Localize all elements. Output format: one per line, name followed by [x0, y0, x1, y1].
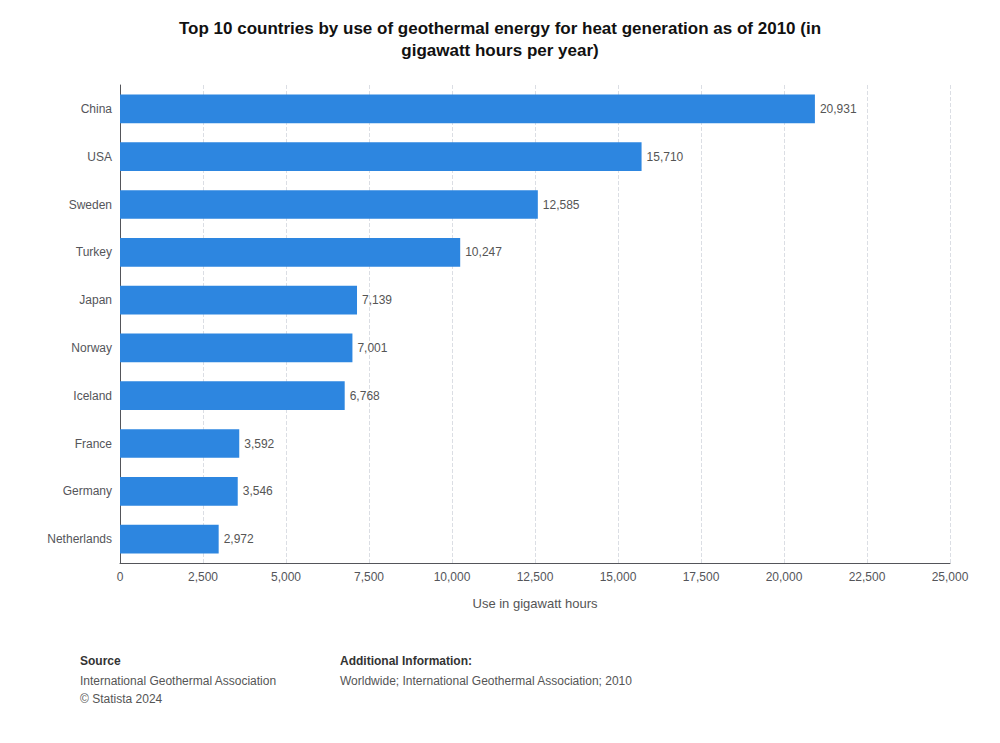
svg-text:7,500: 7,500 — [354, 570, 384, 584]
svg-text:10,000: 10,000 — [434, 570, 471, 584]
svg-text:12,585: 12,585 — [543, 198, 580, 212]
svg-text:USA: USA — [87, 150, 112, 164]
svg-text:International Geothermal Assoc: International Geothermal Association — [80, 674, 276, 688]
svg-text:12,500: 12,500 — [517, 570, 554, 584]
svg-text:France: France — [75, 437, 113, 451]
svg-text:Top 10 countries by use of geo: Top 10 countries by use of geothermal en… — [179, 19, 821, 38]
svg-text:Sweden: Sweden — [69, 198, 112, 212]
svg-text:Iceland: Iceland — [73, 389, 112, 403]
svg-text:10,247: 10,247 — [465, 245, 502, 259]
svg-text:22,500: 22,500 — [849, 570, 886, 584]
svg-text:0: 0 — [117, 570, 124, 584]
svg-text:3,592: 3,592 — [244, 437, 274, 451]
svg-text:Worldwide; International Geoth: Worldwide; International Geothermal Asso… — [340, 674, 632, 688]
svg-text:Germany: Germany — [63, 484, 112, 498]
svg-text:25,000: 25,000 — [932, 570, 969, 584]
svg-text:Norway: Norway — [71, 341, 112, 355]
svg-text:China: China — [81, 102, 113, 116]
svg-text:5,000: 5,000 — [271, 570, 301, 584]
svg-text:Source: Source — [80, 654, 121, 668]
svg-text:7,139: 7,139 — [362, 293, 392, 307]
svg-text:17,500: 17,500 — [683, 570, 720, 584]
svg-text:7,001: 7,001 — [357, 341, 387, 355]
svg-text:15,000: 15,000 — [600, 570, 637, 584]
svg-text:6,768: 6,768 — [350, 389, 380, 403]
svg-text:20,931: 20,931 — [820, 102, 857, 116]
svg-text:Additional Information:: Additional Information: — [340, 654, 472, 668]
svg-text:Japan: Japan — [79, 293, 112, 307]
svg-text:2,500: 2,500 — [188, 570, 218, 584]
svg-text:20,000: 20,000 — [766, 570, 803, 584]
svg-text:© Statista 2024: © Statista 2024 — [80, 692, 163, 706]
svg-text:Turkey: Turkey — [76, 245, 112, 259]
svg-text:15,710: 15,710 — [647, 150, 684, 164]
svg-text:Use in gigawatt hours: Use in gigawatt hours — [472, 596, 598, 611]
svg-text:2,972: 2,972 — [224, 532, 254, 546]
svg-text:Netherlands: Netherlands — [47, 532, 112, 546]
svg-text:3,546: 3,546 — [243, 484, 273, 498]
svg-text:gigawatt hours per year): gigawatt hours per year) — [401, 41, 598, 60]
